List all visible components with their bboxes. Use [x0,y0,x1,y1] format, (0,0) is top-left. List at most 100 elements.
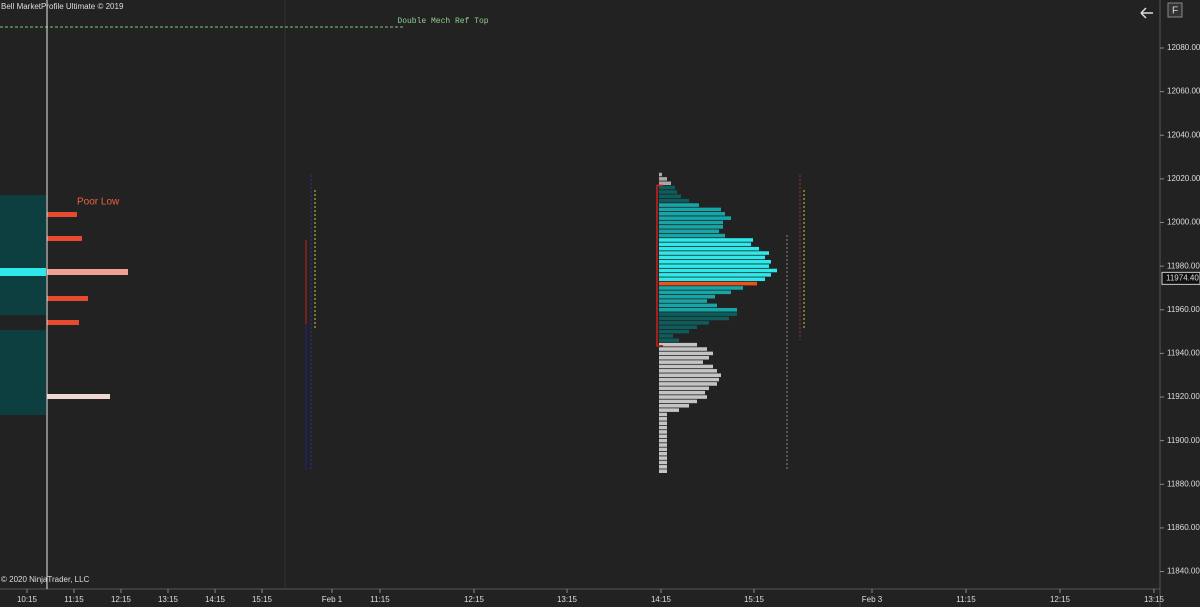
x-tick-label: 10:15 [17,595,38,604]
annotation: Poor Low [77,197,120,208]
profile-bar [659,360,703,364]
button[interactable] [1167,2,1183,18]
y-tick-label: 11860.00 [1167,523,1200,532]
profile-bar [659,316,729,321]
profile-bar [659,268,777,273]
profile-bar [659,172,662,177]
profile-bar [659,277,765,282]
profile-bar [659,460,667,465]
y-tick-label: 11960.00 [1167,305,1200,314]
profile-bar [659,377,719,382]
profile-bar [659,198,689,203]
profile-row [47,269,128,275]
profile-bar [659,233,725,238]
x-tick-label: 15:15 [252,595,273,604]
y-tick-label: 12080.00 [1167,43,1200,52]
profile-bar [659,364,713,369]
profile-row [47,236,82,241]
profile-bar [659,177,667,181]
x-tick-label: 13:15 [1144,595,1165,604]
profile-bar [659,417,667,421]
profile-bar [659,211,725,216]
profile-bar [659,412,667,417]
profile-row [47,394,110,399]
app-title: Bell MarketProfile Ultimate © 2019 [1,2,124,11]
profile-bar [659,273,771,277]
y-tick-label: 11900.00 [1167,436,1200,445]
x-tick-label: 12:15 [464,595,485,604]
profile-bar [659,203,699,207]
profile-bar [659,294,715,299]
profile-bar [659,185,675,190]
profile-bar [659,395,707,399]
button-label[interactable]: F [1172,6,1178,17]
x-tick-label: Feb 1 [322,595,343,604]
profile-bar [659,334,673,338]
y-tick-label: 12020.00 [1167,174,1200,183]
profile-bar [659,421,667,425]
x-tick-label: 14:15 [205,595,226,604]
profile-bar [659,207,721,212]
profile-bar [659,369,717,373]
profile-bar [659,216,731,220]
x-tick-label: 11:15 [956,595,976,604]
profile-bar [659,443,667,447]
profile-bar [659,259,771,264]
back-icon[interactable] [1140,7,1153,19]
profile-bar [659,264,769,268]
y-tick-label: 12040.00 [1167,130,1200,139]
y-tick-label: 11940.00 [1167,349,1200,358]
y-tick-label: 11880.00 [1167,479,1200,488]
profile-bar [659,390,705,395]
x-tick-label: Feb 3 [862,595,883,604]
profile-bar [659,430,667,434]
profile-bar [659,246,759,251]
y-tick-label: 11840.00 [1167,567,1200,576]
profile-bar [659,456,667,460]
profile-bar [659,307,737,312]
x-tick-label: 13:15 [158,595,179,604]
profile-bar [659,194,681,199]
profile-bar [659,325,697,330]
profile-bar [659,386,709,391]
x-tick-label: 14:15 [651,595,672,604]
profile-row [47,320,79,325]
profile-poc [0,268,46,276]
profile-bar [659,321,709,325]
y-tick-label: 12060.00 [1167,87,1200,96]
value-area [656,184,663,347]
profile-bar [659,329,689,334]
profile-bar [659,181,671,186]
profile-bar [659,351,713,356]
profile-bar [659,225,723,229]
profile-bar [659,229,719,234]
profile-area [0,195,46,315]
profile-bar [659,220,723,225]
profile-bar [659,286,743,290]
y-tick-label: 11920.00 [1167,392,1200,401]
profile-bar [659,425,667,430]
profile-bar [659,403,689,408]
profile-bar [659,465,667,469]
profile-bar [659,242,751,247]
profile-bar [659,434,667,439]
price-label: 11974.40 [1166,273,1199,282]
x-tick-label: 13:15 [557,595,578,604]
profile-bar [659,299,707,303]
x-tick-label: 15:15 [744,595,765,604]
profile-bar [659,190,677,194]
profile-bar [659,382,717,386]
x-tick-label: 12:15 [111,595,132,604]
price-marker [1161,271,1200,285]
copyright: © 2020 NinjaTrader, LLC [1,575,90,584]
annotation: Double Mech Ref Top [397,17,488,26]
profile-bar [659,451,667,456]
x-tick-label: 11:15 [64,595,84,604]
profile-bar [659,338,679,343]
left-profile [0,195,128,415]
y-tick-label: 11980.00 [1167,261,1200,270]
profile-bar [659,447,667,452]
profile-row [47,296,88,301]
profile-bar [659,342,697,347]
